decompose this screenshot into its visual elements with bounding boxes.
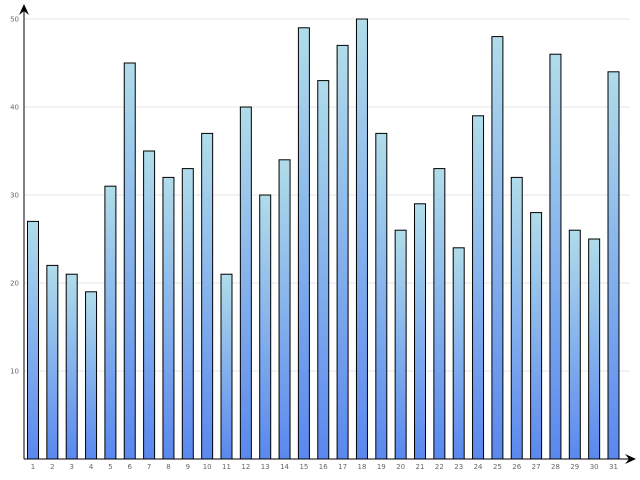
bar-16 — [317, 80, 330, 460]
x-tick-label: 2 — [50, 463, 54, 471]
bar-7 — [143, 150, 156, 460]
x-tick-label: 17 — [338, 463, 347, 471]
bar-14 — [278, 159, 291, 460]
bar-29 — [568, 229, 581, 460]
x-tick-label: 26 — [512, 463, 521, 471]
bar-4 — [85, 291, 98, 460]
x-tick-label: 11 — [222, 463, 231, 471]
y-tick-label: 30 — [10, 192, 19, 200]
bar-19 — [375, 132, 388, 460]
x-tick-label: 24 — [474, 463, 483, 471]
x-tick-label: 7 — [147, 463, 151, 471]
x-tick-label: 13 — [261, 463, 270, 471]
x-tick-label: 3 — [69, 463, 73, 471]
x-tick-label: 14 — [280, 463, 289, 471]
bar-3 — [65, 273, 78, 460]
bar-13 — [259, 194, 272, 460]
bar-23 — [452, 247, 465, 460]
bar-15 — [297, 27, 310, 460]
y-axis-arrow-icon — [19, 4, 29, 15]
x-tick-label: 23 — [454, 463, 463, 471]
x-tick-label: 6 — [128, 463, 133, 471]
x-tick-label: 25 — [493, 463, 502, 471]
bar-5 — [104, 185, 117, 460]
bar-31 — [607, 71, 620, 460]
axes — [19, 4, 636, 464]
bar-28 — [549, 53, 562, 460]
x-tick-label: 31 — [609, 463, 618, 471]
x-axis-arrow-icon — [625, 454, 636, 464]
x-tick-label: 18 — [357, 463, 366, 471]
y-tick-label: 40 — [10, 104, 19, 112]
bar-11 — [220, 273, 233, 460]
x-tick-label: 30 — [590, 463, 599, 471]
bar-9 — [181, 168, 194, 460]
x-tick-label: 15 — [299, 463, 308, 471]
x-tick-label: 4 — [89, 463, 94, 471]
y-tick-label: 10 — [10, 368, 19, 376]
bars — [27, 18, 620, 460]
x-tick-label: 5 — [108, 463, 112, 471]
x-tick-labels: 1 2 3 4 5 6 7 8 9 10 11 12 13 14 15 16 17 18 19 20 21 22 23 24 2… — [31, 463, 618, 471]
x-tick-label: 29 — [570, 463, 579, 471]
bar-17 — [336, 44, 349, 460]
y-tick-label: 20 — [10, 280, 19, 288]
bar-8 — [162, 176, 175, 460]
x-tick-label: 27 — [532, 463, 541, 471]
y-tick-labels: 10 20 30 40 50 — [10, 16, 19, 376]
bar-18 — [355, 18, 368, 460]
x-tick-label: 8 — [166, 463, 170, 471]
bar-27 — [530, 212, 543, 460]
bar-12 — [239, 106, 252, 460]
x-tick-label: 10 — [203, 463, 212, 471]
x-tick-label: 28 — [551, 463, 560, 471]
x-tick-label: 21 — [416, 463, 425, 471]
x-tick-label: 19 — [377, 463, 386, 471]
bar-22 — [433, 168, 446, 460]
bar-1 — [27, 220, 39, 460]
x-tick-label: 22 — [435, 463, 444, 471]
bar-21 — [414, 203, 426, 460]
x-tick-label: 9 — [186, 463, 190, 471]
bar-25 — [491, 36, 504, 460]
x-tick-label: 16 — [319, 463, 328, 471]
bar-24 — [472, 115, 485, 460]
x-tick-label: 12 — [241, 463, 250, 471]
bar-2 — [46, 264, 59, 460]
x-tick-label: 20 — [396, 463, 405, 471]
y-tick-label: 50 — [10, 16, 19, 24]
bar-26 — [510, 176, 523, 460]
bar-10 — [201, 132, 214, 460]
bar-6 — [123, 62, 136, 460]
bar-20 — [394, 229, 407, 460]
bar-30 — [588, 238, 601, 460]
x-tick-label: 1 — [31, 463, 35, 471]
